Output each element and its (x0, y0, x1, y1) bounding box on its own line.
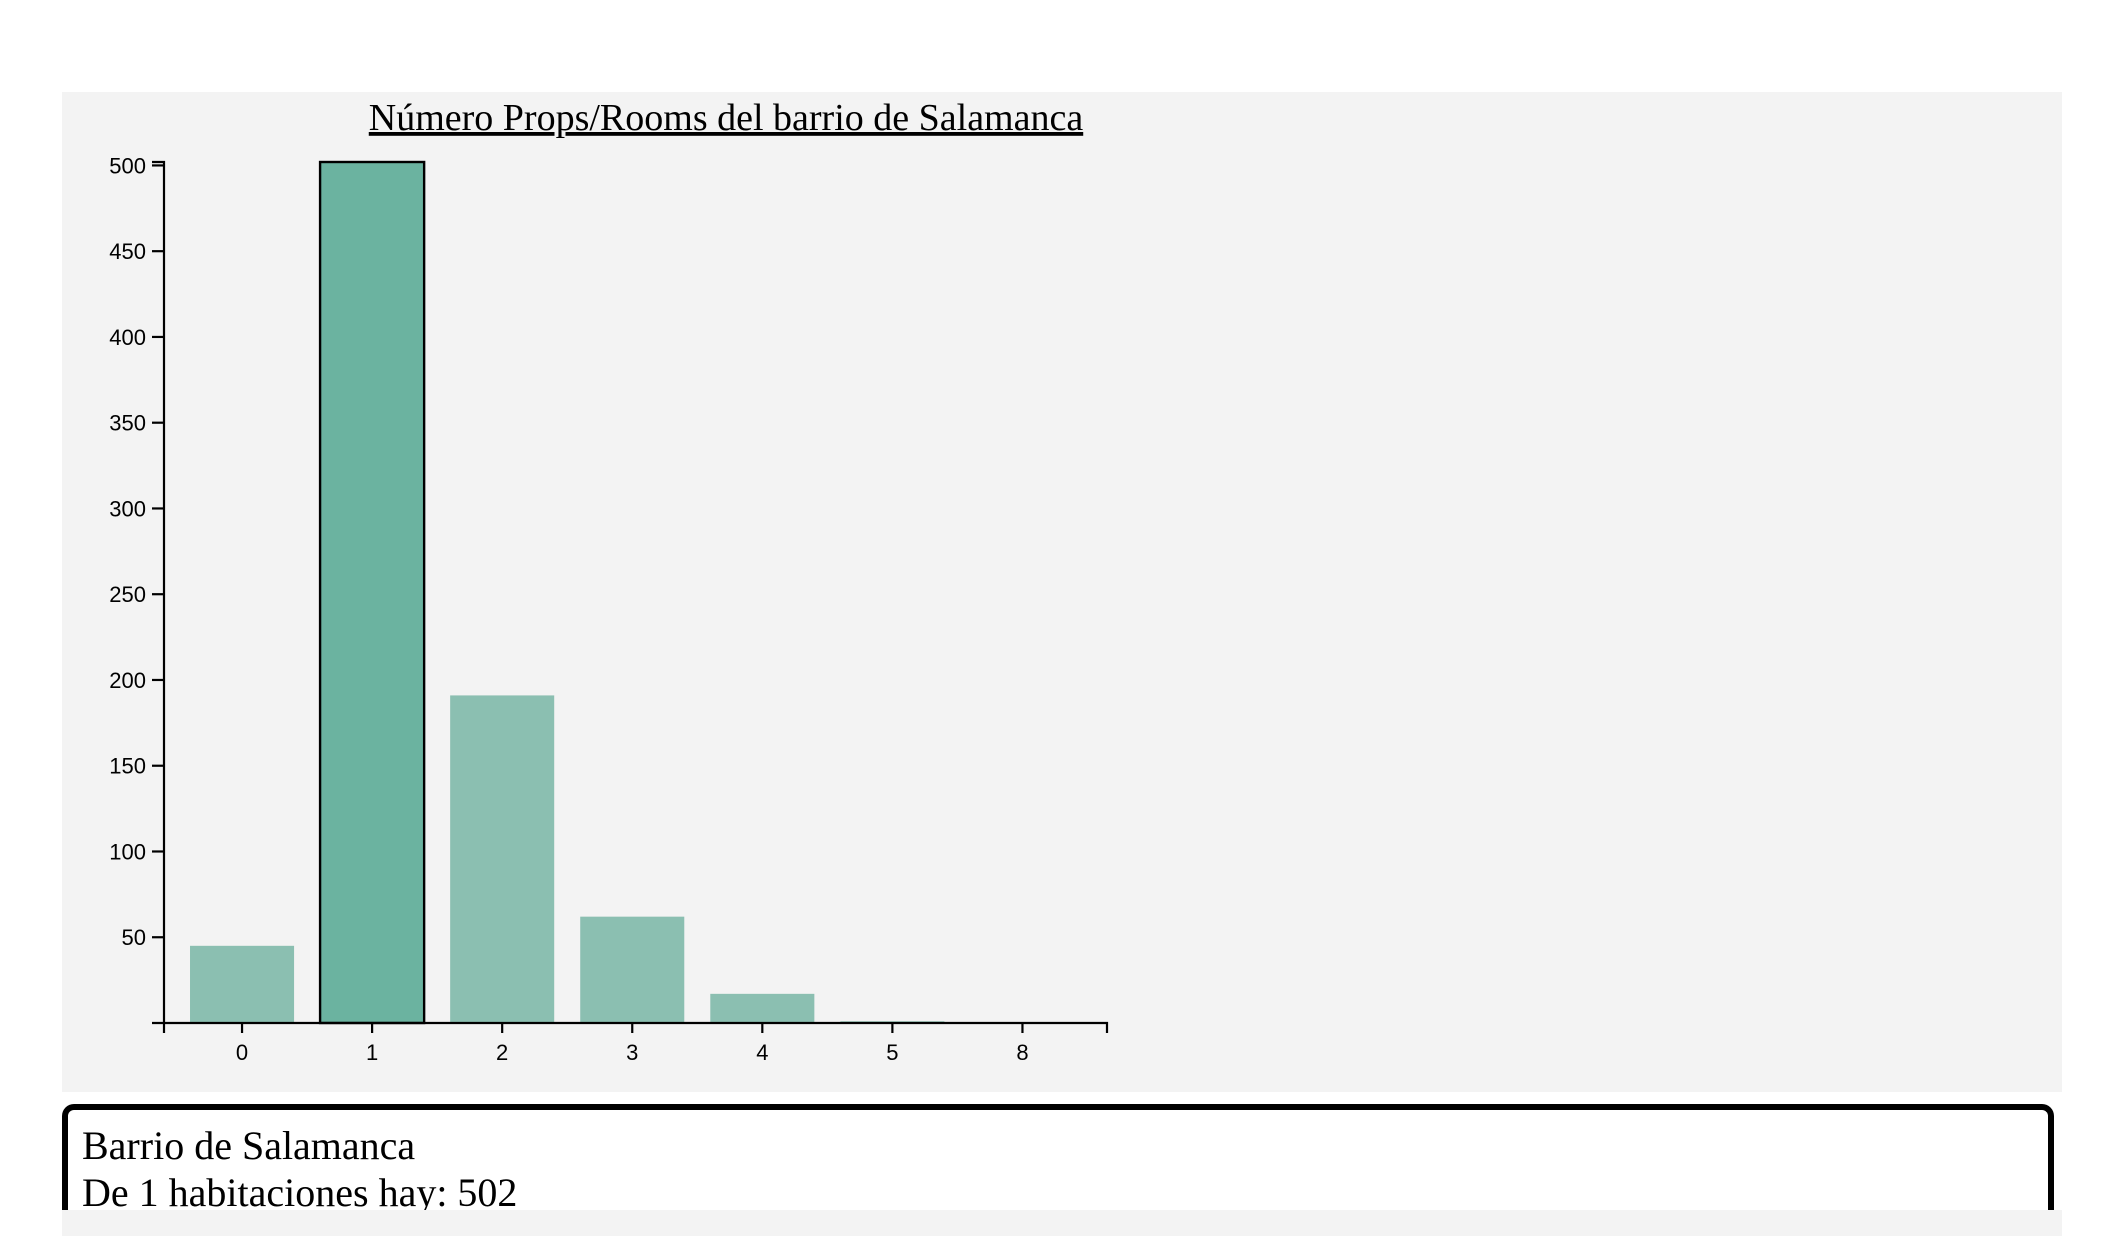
y-axis-line (152, 160, 166, 1025)
x-tick-label-1: 1 (366, 1040, 378, 1065)
y-tick-label-150: 150 (109, 754, 146, 779)
y-tick-label-100: 100 (109, 839, 146, 864)
y-tick-label-200: 200 (109, 668, 146, 693)
panel-bottom-strip (62, 1210, 2062, 1236)
y-axis: 50 100 150 200 250 300 350 400 450 500 (109, 153, 166, 1025)
bar-chart: Número Props/Rooms del barrio de Salaman… (109, 97, 1109, 1065)
bar-1[interactable] (318, 160, 426, 1025)
bars-layer (190, 160, 945, 1025)
x-tick-label-3: 3 (626, 1040, 638, 1065)
x-axis-line (162, 1021, 1109, 1033)
y-tick-label-250: 250 (109, 582, 146, 607)
x-axis: 0 1 2 3 4 5 8 (162, 1021, 1109, 1065)
bar-2[interactable] (450, 695, 555, 1023)
chart-title: Número Props/Rooms del barrio de Salaman… (369, 97, 1084, 139)
bar-0[interactable] (190, 945, 295, 1023)
x-tick-label-2: 2 (496, 1040, 508, 1065)
x-tick-label-8: 8 (1016, 1040, 1028, 1065)
y-tick-label-50: 50 (122, 925, 146, 950)
chart-panel: Número Props/Rooms del barrio de Salaman… (62, 92, 2062, 1092)
bar-3[interactable] (580, 916, 685, 1023)
y-tick-label-350: 350 (109, 411, 146, 436)
tooltip-count-line: De 1 habitaciones hay: 502 (82, 1170, 518, 1215)
tooltip-neighborhood: Barrio de Salamanca (82, 1123, 416, 1168)
y-tick-label-300: 300 (109, 496, 146, 521)
x-tick-label-5: 5 (886, 1040, 898, 1065)
y-tick-label-400: 400 (109, 325, 146, 350)
y-tick-label-500: 500 (109, 153, 146, 178)
x-tick-label-0: 0 (236, 1040, 248, 1065)
x-tick-label-4: 4 (756, 1040, 768, 1065)
bar-4[interactable] (710, 993, 815, 1023)
y-tick-label-450: 450 (109, 239, 146, 264)
